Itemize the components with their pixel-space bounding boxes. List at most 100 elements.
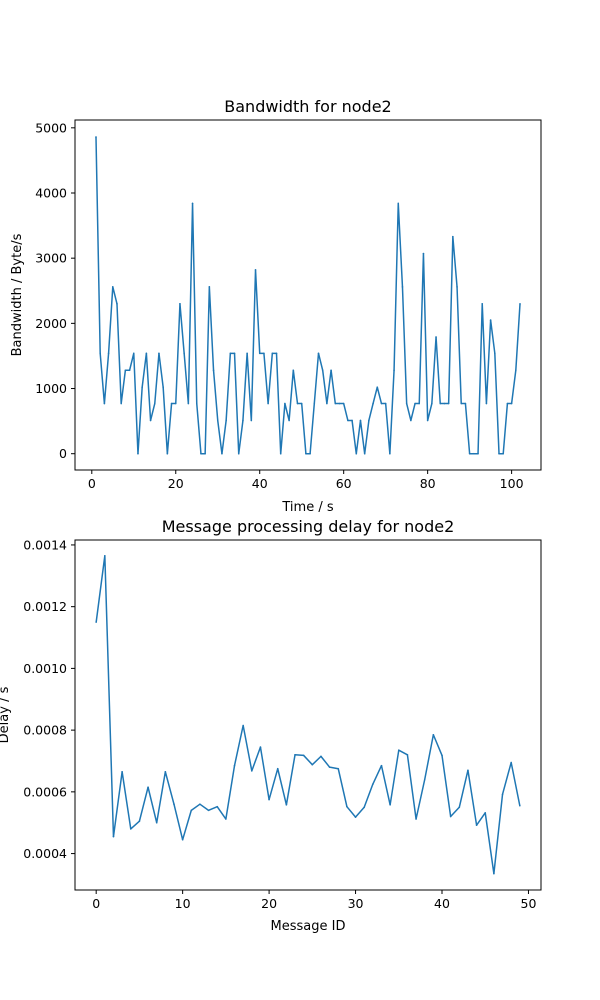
data-point (498, 452, 500, 455)
chart-title: Bandwidth for node2 (224, 97, 391, 116)
x-axis-label: Time / s (281, 500, 333, 515)
x-tick-label: 40 (252, 476, 268, 491)
data-point (271, 352, 274, 355)
x-tick-label: 80 (420, 476, 436, 491)
series-points (95, 136, 521, 455)
data-point (137, 452, 139, 455)
data-point (397, 202, 400, 205)
data-point (246, 352, 248, 355)
data-point (129, 828, 132, 830)
data-point (132, 352, 135, 355)
data-point (493, 872, 495, 875)
data-point (166, 452, 169, 455)
data-point (233, 764, 236, 767)
data-point (268, 798, 270, 801)
data-point (200, 452, 202, 455)
data-point (138, 820, 141, 822)
data-point (317, 352, 320, 355)
data-point (179, 303, 181, 305)
data-point (467, 769, 469, 772)
data-point (183, 352, 185, 355)
x-tick-label: 50 (521, 896, 537, 911)
data-point (464, 402, 467, 405)
data-point (251, 770, 253, 772)
data-point (418, 402, 421, 405)
series-line (95, 136, 521, 455)
data-point (510, 761, 512, 764)
data-point (225, 818, 227, 820)
data-point (368, 419, 370, 422)
data-point (337, 767, 340, 770)
data-point (414, 402, 416, 405)
data-point (99, 352, 101, 355)
data-point (212, 369, 215, 372)
data-point (423, 778, 426, 781)
x-tick-label: 60 (336, 476, 352, 491)
data-point (116, 303, 118, 305)
y-tick-label: 0.0014 (23, 537, 67, 552)
x-tick-label: 0 (92, 896, 100, 911)
x-tick-label: 100 (500, 476, 524, 491)
chart-title: Message processing delay for node2 (162, 517, 455, 536)
data-point (107, 352, 110, 355)
data-point (481, 303, 484, 305)
data-point (372, 402, 374, 405)
data-point (460, 402, 463, 405)
data-point (294, 754, 296, 756)
data-point (515, 369, 517, 372)
data-point (363, 806, 366, 809)
data-point (443, 402, 446, 405)
data-point (128, 369, 131, 372)
data-point (422, 252, 425, 255)
y-tick-label: 0.0008 (23, 723, 67, 738)
data-point (510, 402, 513, 405)
x-tick-label: 40 (434, 896, 450, 911)
data-point (112, 835, 115, 838)
data-point (181, 838, 184, 841)
data-point (501, 793, 504, 796)
data-point (216, 805, 219, 808)
data-point (426, 419, 429, 422)
data-point (452, 235, 454, 238)
data-point (300, 402, 303, 405)
data-point (401, 286, 404, 288)
data-point (431, 402, 433, 405)
data-point (376, 386, 379, 389)
data-point (173, 803, 175, 805)
data-point (190, 809, 193, 812)
data-point (363, 452, 366, 455)
x-tick-label: 20 (261, 896, 277, 911)
y-tick-label: 0.0004 (23, 846, 67, 861)
data-point (359, 419, 362, 422)
data-point (309, 452, 311, 455)
data-point (164, 770, 167, 773)
x-tick-label: 0 (88, 476, 96, 491)
data-point (279, 452, 282, 455)
y-axis-label: Bandwidth / Byte/s (10, 233, 25, 356)
data-point (458, 806, 461, 809)
data-point (221, 452, 223, 455)
data-point (477, 452, 479, 455)
delay-chart: Message processing delay for node2 0 10 20… (0, 517, 542, 934)
data-point (225, 419, 227, 422)
y-tick-label: 0.0012 (23, 599, 67, 614)
data-point (258, 352, 261, 355)
data-point (330, 369, 332, 372)
data-point (155, 821, 158, 824)
data-point (302, 754, 305, 757)
data-point (204, 452, 206, 455)
y-tick-label: 4000 (35, 185, 67, 200)
data-point (439, 402, 442, 405)
data-point (95, 621, 97, 623)
data-point (456, 286, 458, 288)
data-point (494, 352, 496, 355)
data-point (384, 402, 387, 405)
data-point (305, 452, 307, 455)
data-point (149, 419, 152, 422)
data-point (393, 369, 395, 372)
data-point (415, 818, 417, 820)
y-tick-label: 2000 (35, 316, 67, 331)
